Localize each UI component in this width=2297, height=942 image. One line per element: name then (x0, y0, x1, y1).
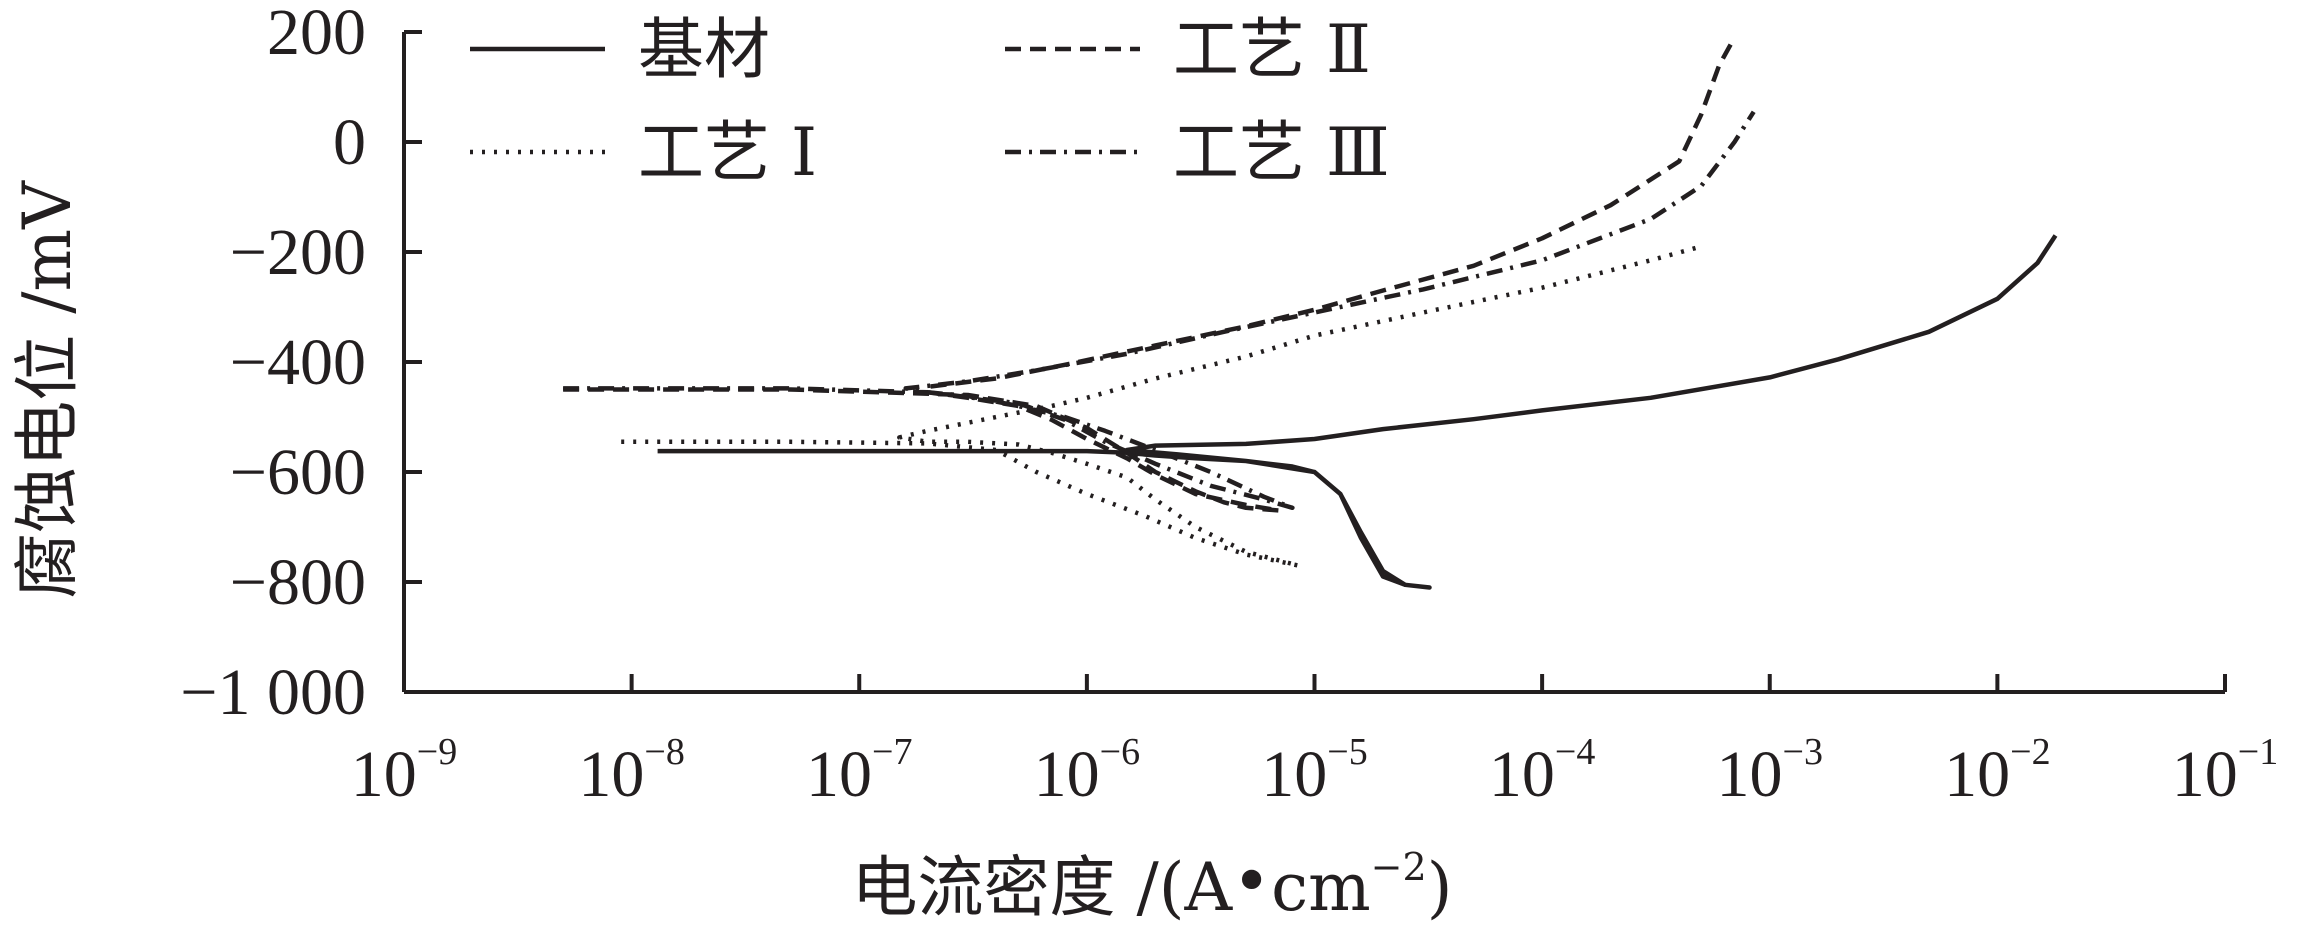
y-tick-label: 200 (267, 0, 366, 69)
curves (563, 36, 2058, 590)
x-axis-title-main: 电流密度 /(A (852, 849, 1234, 926)
x-tick-label: 10−8 (578, 731, 684, 811)
x-tick-label: 10−7 (806, 731, 912, 811)
y-axis-title: 腐蚀电位 /mV (9, 180, 86, 599)
y-tick-label: −400 (230, 326, 366, 399)
y-tick-label: −1 000 (180, 656, 366, 729)
legend-label-3: 工艺 Ⅱ (1173, 11, 1371, 88)
series-line-1 (657, 234, 2058, 590)
legend-label-1: 基材 (638, 11, 770, 88)
y-tick-label: −200 (230, 216, 366, 289)
x-tick-label: 10−4 (1489, 731, 1595, 811)
series-line-3 (563, 36, 1737, 513)
series-line-2 (621, 244, 1702, 568)
y-tick-label: −800 (230, 546, 366, 619)
y-tick-label: −600 (230, 436, 366, 509)
x-axis-title-sup: −2 (1371, 845, 1427, 889)
x-tick-label: 10−6 (1034, 731, 1140, 811)
x-tick-label: 10−2 (1944, 731, 2050, 811)
x-axis-title: 电流密度 /(A•cm−2) (852, 843, 1453, 926)
x-axis-title-close: ) (1427, 849, 1453, 926)
legend-label-4: 工艺 Ⅲ (1173, 114, 1390, 191)
x-tick-label: 10−3 (1717, 731, 1823, 811)
legend-label-2: 工艺 Ⅰ (638, 114, 817, 191)
y-tick-label: 0 (333, 106, 366, 179)
x-tick-label: 10−9 (351, 731, 457, 811)
x-tick-label: 10−1 (2172, 731, 2278, 811)
x-axis-title-dot: • (1232, 843, 1271, 920)
x-axis-title-unit: cm (1271, 849, 1371, 926)
series-line-4 (563, 110, 1756, 511)
x-tick-label: 10−5 (1261, 731, 1367, 811)
